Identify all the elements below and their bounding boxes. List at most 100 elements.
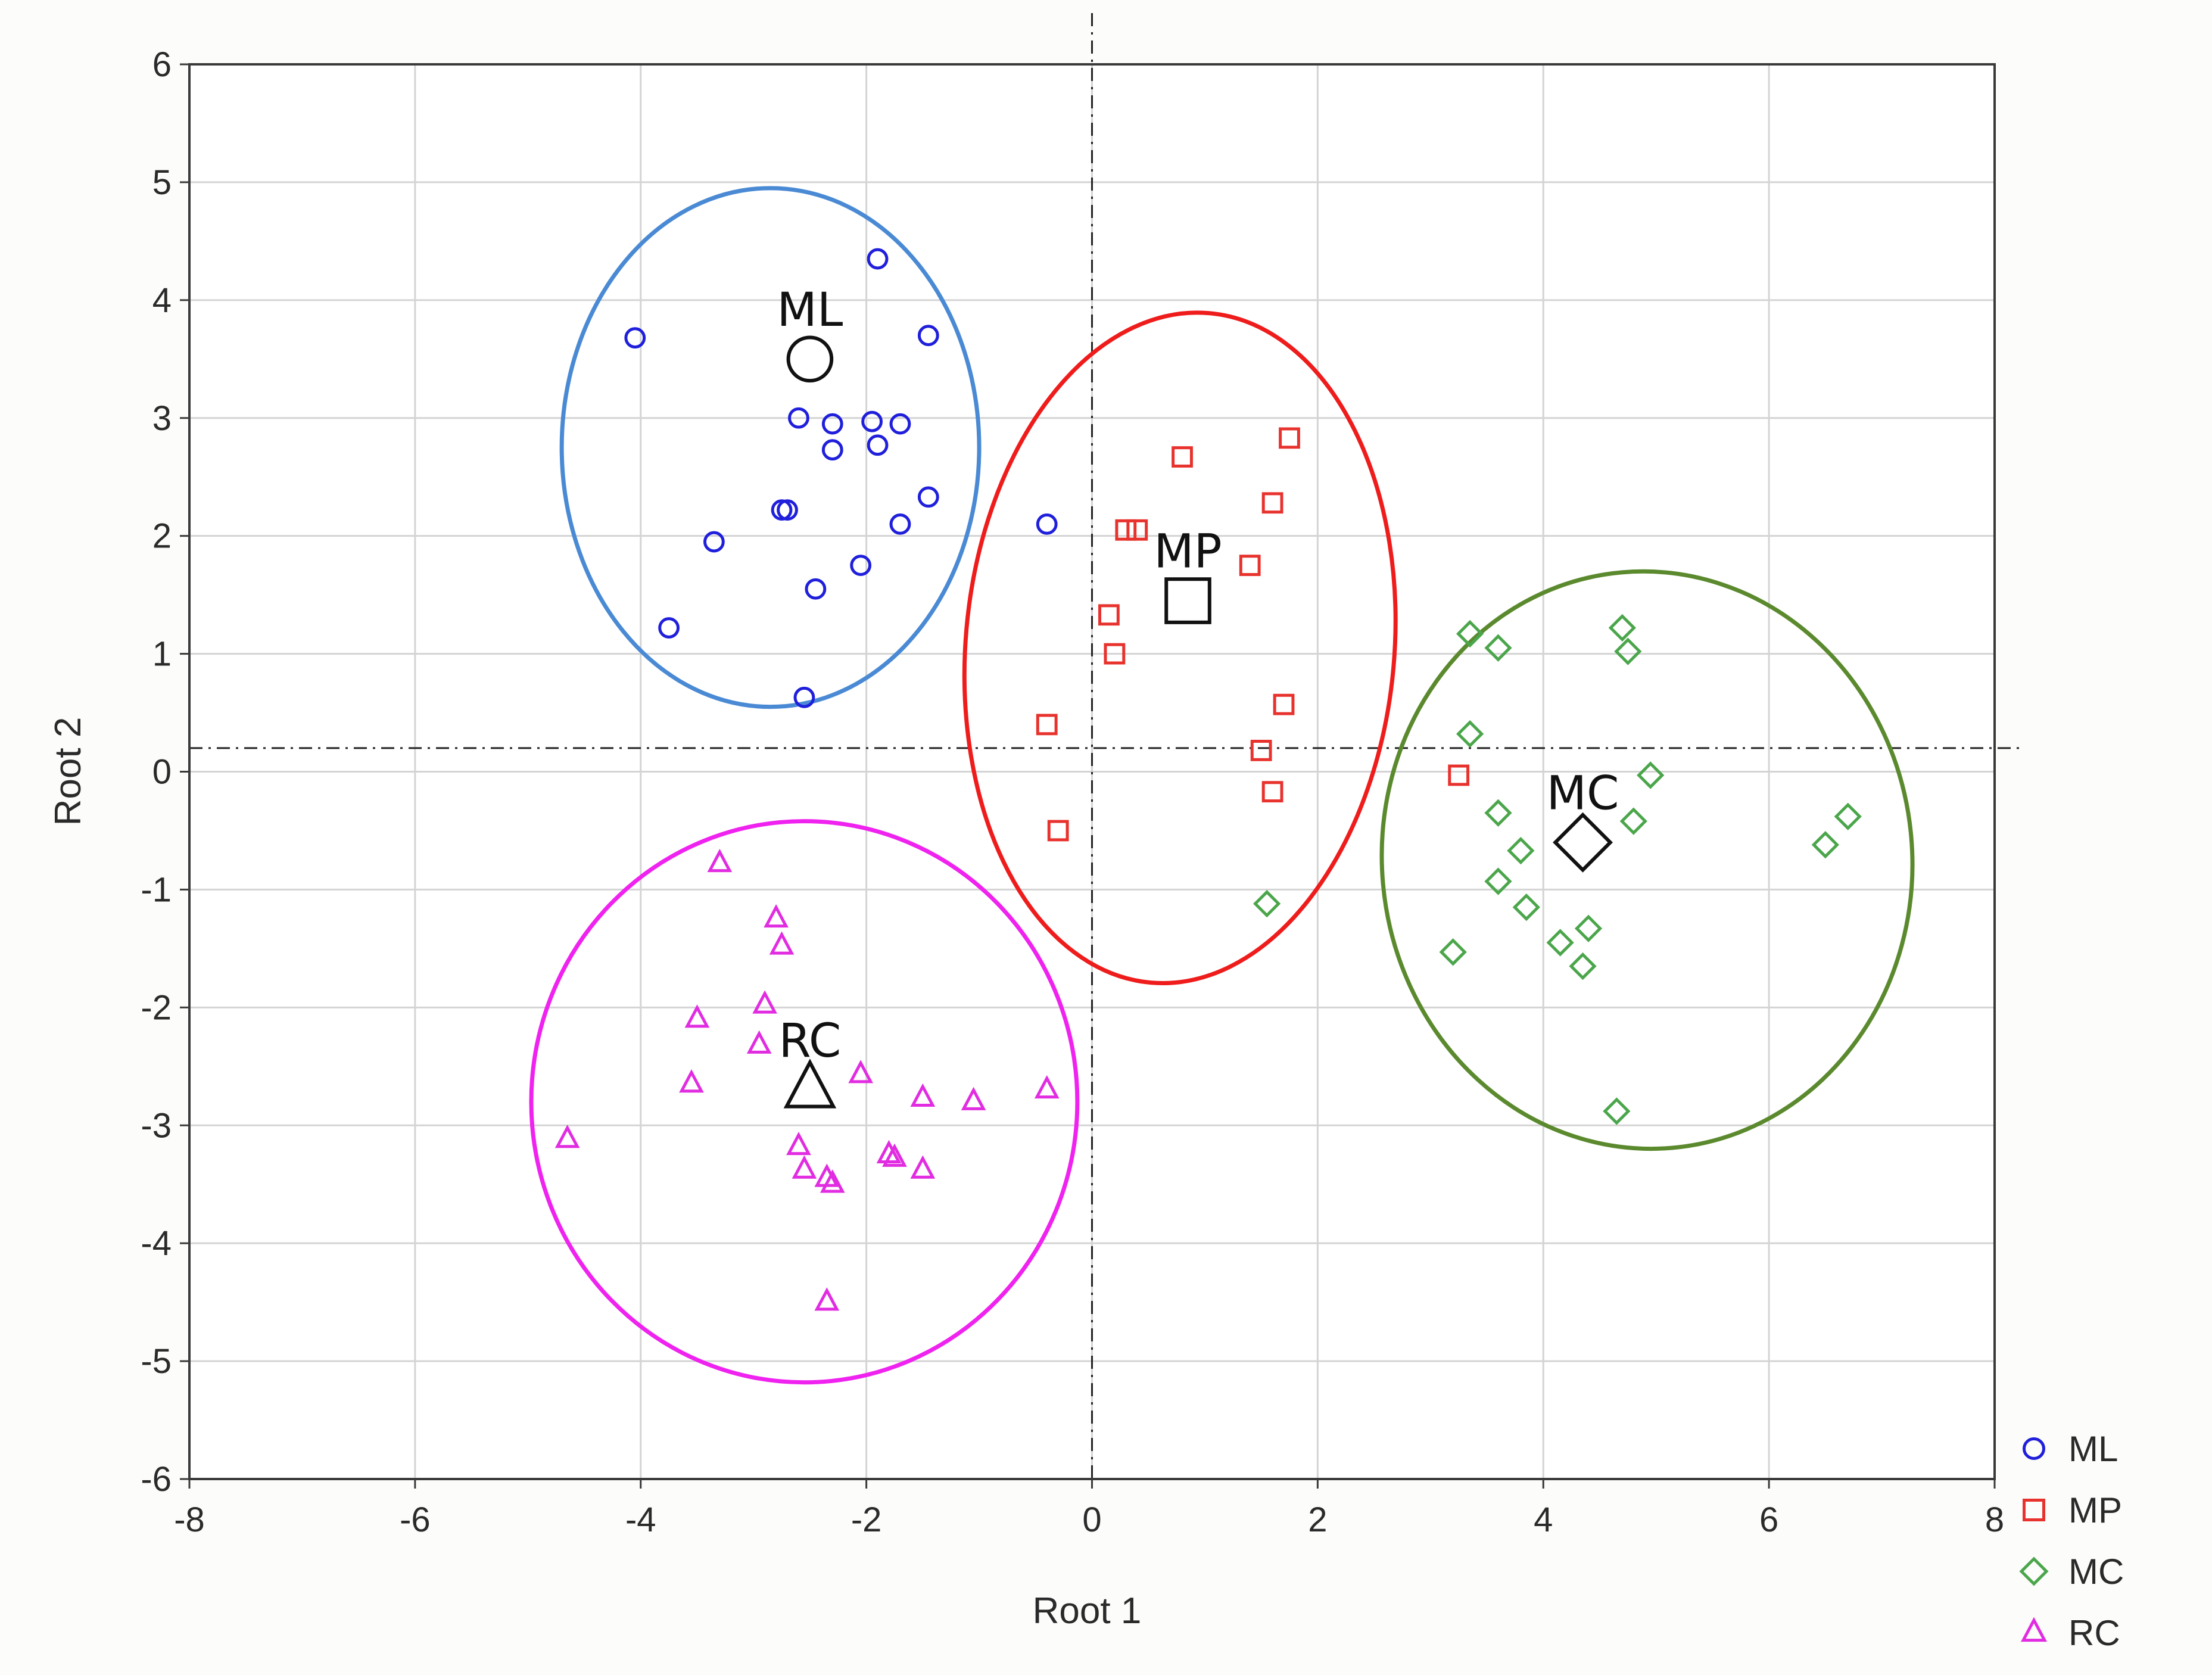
point-mc — [1507, 836, 1535, 865]
centroid-label-mc: MC — [1547, 767, 1619, 820]
centroid-ml — [786, 335, 834, 383]
point-mc — [1569, 952, 1597, 980]
point-mp — [1115, 519, 1137, 541]
point-ml — [703, 531, 725, 553]
point-rc — [848, 1060, 873, 1084]
point-mc — [1574, 914, 1603, 942]
point-rc — [746, 1030, 772, 1054]
ellipse-mc — [1379, 569, 1915, 1151]
point-mc — [1811, 831, 1839, 859]
point-ml — [917, 325, 939, 347]
centroid-label-ml: ML — [777, 284, 843, 337]
ellipse-ml — [559, 186, 982, 709]
y-tick-label: 5 — [152, 163, 172, 202]
y-tick-label: -4 — [141, 1224, 172, 1263]
y-tick-label: -3 — [141, 1106, 172, 1145]
point-ml — [777, 499, 798, 521]
y-tick-label: -5 — [141, 1342, 172, 1381]
point-mc — [1253, 890, 1281, 918]
x-tick-label: 8 — [1985, 1500, 2004, 1539]
point-mc — [1484, 799, 1512, 827]
point-rc — [961, 1086, 986, 1110]
legend-marker-ml — [2023, 1437, 2045, 1460]
x-tick-label: 2 — [1308, 1500, 1327, 1539]
data-points — [554, 248, 1862, 1311]
point-ml — [889, 513, 911, 535]
point-mp — [1279, 427, 1300, 449]
x-tick-label: 4 — [1534, 1500, 1553, 1539]
point-mc — [1456, 619, 1484, 648]
legend-marker-rc — [2020, 1617, 2048, 1642]
point-rc — [769, 931, 795, 955]
point-mc — [1484, 867, 1512, 895]
point-rc — [820, 1169, 845, 1193]
point-rc — [882, 1143, 907, 1167]
point-mc — [1546, 929, 1574, 957]
reference-lines — [189, 13, 2022, 1479]
point-ml — [658, 617, 680, 639]
centroid-mp — [1164, 577, 1211, 624]
point-mc — [1484, 634, 1512, 662]
legend-marker-mp — [2023, 1499, 2045, 1521]
point-mp — [1261, 781, 1283, 803]
point-ml — [850, 555, 872, 577]
x-tick-label: 0 — [1082, 1500, 1101, 1539]
point-rc — [554, 1125, 580, 1148]
legend-label-mp: MP — [2068, 1490, 2122, 1530]
point-ml — [771, 499, 793, 521]
legend-label-mc: MC — [2068, 1552, 2124, 1592]
point-ml — [867, 434, 889, 456]
x-tick-label: 6 — [1759, 1500, 1778, 1539]
point-mp — [1047, 820, 1069, 842]
y-tick-label: 3 — [152, 399, 172, 438]
point-rc — [752, 990, 777, 1014]
group-centroids: ML MP MC RC — [777, 284, 1619, 1109]
point-mp — [1239, 555, 1261, 577]
y-tick-label: 2 — [152, 517, 172, 556]
x-tick-label: -6 — [400, 1500, 431, 1539]
y-tick-label: 4 — [152, 281, 172, 320]
y-axis-title: Root 2 — [48, 717, 89, 826]
point-mc — [1619, 807, 1647, 835]
point-ml — [1036, 513, 1058, 535]
legend-label-rc: RC — [2068, 1613, 2120, 1653]
point-rc — [910, 1155, 936, 1179]
point-ml — [867, 248, 889, 270]
point-mc — [1512, 893, 1540, 921]
point-rc — [814, 1287, 840, 1311]
centroid-label-rc: RC — [779, 1014, 842, 1068]
point-ml — [917, 486, 939, 508]
point-ml — [793, 686, 815, 708]
point-mp — [1448, 764, 1470, 786]
point-ml — [889, 413, 911, 435]
point-mp — [1126, 519, 1148, 541]
legend: ML MP MC RC — [2019, 1429, 2124, 1653]
y-tick-label: 6 — [152, 45, 172, 84]
legend-marker-mc — [2019, 1556, 2049, 1586]
point-rc — [1034, 1075, 1060, 1099]
point-mp — [1261, 492, 1283, 514]
confidence-ellipses — [529, 186, 1915, 1385]
point-rc — [792, 1155, 817, 1179]
point-mp — [1098, 604, 1120, 626]
ellipse-mp — [962, 310, 1398, 985]
point-mc — [1456, 720, 1484, 748]
y-tick-label: 0 — [152, 753, 172, 792]
point-mp — [1273, 693, 1295, 715]
point-mc — [1608, 614, 1636, 642]
point-rc — [707, 848, 733, 873]
point-ml — [788, 407, 809, 429]
point-mc — [1603, 1097, 1631, 1125]
y-tick-label: -6 — [141, 1460, 172, 1499]
ellipse-rc — [529, 819, 1080, 1385]
point-rc — [786, 1131, 811, 1156]
centroid-mc — [1553, 812, 1613, 873]
point-mp — [1036, 714, 1058, 736]
x-tick-label: -2 — [851, 1500, 882, 1539]
point-mc — [1614, 637, 1642, 665]
x-tick-label: -4 — [625, 1500, 656, 1539]
point-mc — [1637, 761, 1665, 789]
y-tick-label: -1 — [141, 870, 172, 909]
